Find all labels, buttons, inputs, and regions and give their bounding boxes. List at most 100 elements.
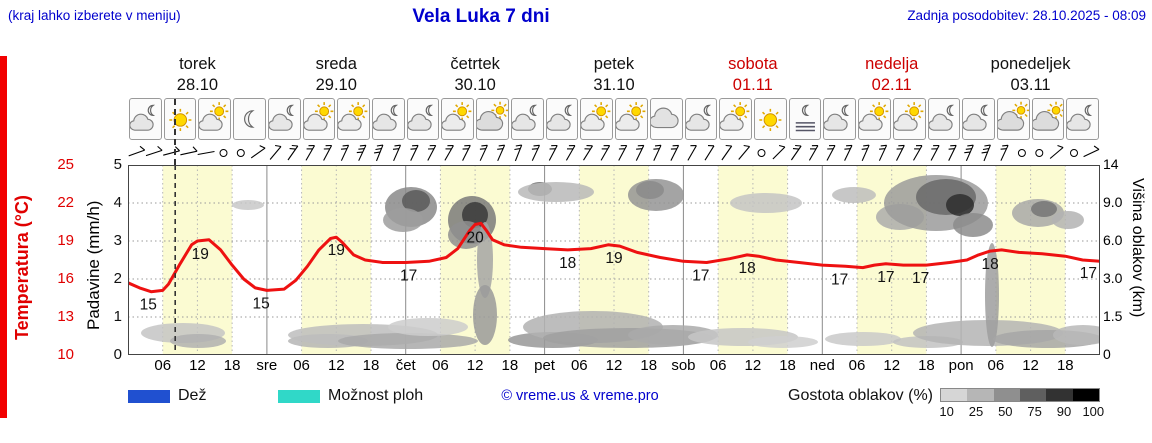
day-header-ponedeljek: ponedeljek 03.11 [961, 54, 1100, 97]
location-menu-hint: (kraj lahko izberete v meniju) [8, 8, 181, 23]
x-tick-label: 06 [154, 357, 172, 374]
meteogram-plot: 15 19 15 19 17 20 18 19 17 18 17 17 17 18 17 [126, 165, 1113, 355]
x-tick-label: 18 [362, 357, 380, 374]
temp-tick: 19 [57, 232, 74, 249]
temp-tick: 13 [57, 308, 74, 325]
weather-icon-cell [233, 98, 266, 140]
density-tick-label: 100 [1082, 404, 1105, 419]
day-name: torek [179, 55, 216, 73]
day-date: 29.10 [315, 76, 357, 95]
cloud-sun-icon [477, 101, 508, 131]
sun-icon [759, 108, 782, 131]
x-tick-label: 12 [744, 357, 762, 374]
x-tick-day-label: sre [256, 357, 278, 374]
weather-icon-cell [302, 98, 336, 140]
x-tick-day-label: pon [948, 357, 974, 374]
cloud-moon-icon [546, 104, 572, 131]
cloud-moon-icon [130, 104, 156, 131]
x-tick-day-label: sob [671, 357, 696, 374]
svg-text:17: 17 [400, 268, 417, 285]
page-title: Vela Luka 7 dni [412, 6, 550, 27]
svg-text:18: 18 [738, 260, 755, 277]
cloud-density-gradient [940, 388, 1100, 402]
svg-text:17: 17 [912, 270, 929, 287]
day-name: sreda [315, 55, 357, 73]
density-gradient-segment [1072, 389, 1099, 401]
density-tick-label: 50 [998, 404, 1013, 419]
sun-cloud-icon [442, 102, 472, 131]
weather-icon-cell [1066, 98, 1100, 140]
weather-icon-cell [441, 98, 475, 140]
weather-icon-cell [719, 98, 752, 140]
temp-tick: 22 [57, 194, 74, 211]
weather-icon-cell [372, 98, 405, 140]
density-gradient-segment [993, 389, 1020, 401]
sun-cloud-icon [303, 102, 333, 131]
weather-icon-cell [788, 98, 822, 140]
weather-icon-cell [649, 98, 683, 140]
weather-icon-cell [1031, 98, 1065, 140]
copyright-link[interactable]: © vreme.us & vreme.pro [501, 388, 659, 404]
density-tick-label: 90 [1056, 404, 1072, 419]
sun-icon [169, 108, 192, 131]
svg-text:18: 18 [559, 255, 576, 272]
cloud-moon-icon [685, 104, 711, 131]
day-header-četrtek: četrtek 30.10 [406, 54, 545, 97]
left-accent-bar [0, 56, 7, 418]
precip-tick: 0 [113, 346, 122, 363]
svg-text:20: 20 [466, 230, 484, 247]
weather-icon-cell [476, 98, 509, 140]
cloud-sun-icon [1032, 101, 1064, 131]
rain-legend-label: Dež [178, 387, 207, 404]
svg-text:17: 17 [692, 268, 709, 285]
cloud-moon-icon [963, 104, 989, 131]
x-tick-label: 12 [189, 357, 206, 374]
x-tick-label: 12 [327, 357, 345, 374]
day-date: 03.11 [1010, 76, 1051, 95]
rain-legend-swatch [128, 390, 170, 403]
sun-cloud-icon [859, 102, 889, 131]
precip-tick: 2 [113, 270, 122, 287]
day-header-sreda: sreda 29.10 [267, 54, 406, 97]
temp-tick: 16 [57, 270, 74, 287]
day-name: sobota [728, 55, 778, 73]
weather-icon-cell [996, 98, 1030, 140]
x-tick-label: 12 [605, 357, 623, 374]
temperature-axis-title: Temperatura (°C) [12, 195, 32, 340]
day-header-petek: petek 31.10 [545, 54, 684, 97]
x-tick-day-label: čet [395, 357, 416, 374]
svg-text:15: 15 [140, 297, 157, 314]
x-tick-label: 18 [918, 357, 935, 374]
cloud-moon-icon [373, 104, 399, 131]
cloud-height-axis-title: Višina oblakov (km) [1129, 178, 1146, 318]
day-date: 02.11 [871, 76, 912, 95]
density-gradient-segment [941, 389, 968, 401]
day-name: petek [593, 55, 635, 73]
last-updated: Zadnja posodobitev: 28.10.2025 - 08:09 [907, 8, 1146, 23]
density-gradient-segment [1046, 389, 1073, 401]
weather-icon-cell [545, 98, 579, 140]
wind-barb-row [128, 141, 1100, 165]
x-tick-label: 18 [640, 357, 658, 374]
current-time-line [174, 99, 176, 165]
density-tick-label: 25 [968, 404, 984, 419]
sun-cloud-icon [581, 102, 611, 131]
weather-icon-cell [684, 98, 718, 140]
weather-icon-cell [406, 98, 440, 140]
precip-tick: 1 [113, 308, 122, 325]
weather-icon-cell [580, 98, 614, 140]
precip-tick: 4 [113, 194, 122, 211]
weather-icon-cell [615, 98, 648, 140]
density-gradient-segment [1019, 389, 1047, 401]
svg-text:19: 19 [192, 246, 209, 263]
x-tick-day-label: ned [809, 357, 835, 374]
cloud-moon-icon [511, 104, 538, 131]
x-tick-label: 06 [293, 357, 310, 374]
x-tick-label: 12 [883, 357, 901, 374]
sun-cloud-icon [893, 102, 924, 131]
cloud-height-tick: 14 [1103, 156, 1119, 172]
x-tick-label: 06 [709, 357, 727, 374]
cloud-moon-icon [1067, 104, 1093, 131]
density-gradient-segment [967, 389, 994, 401]
